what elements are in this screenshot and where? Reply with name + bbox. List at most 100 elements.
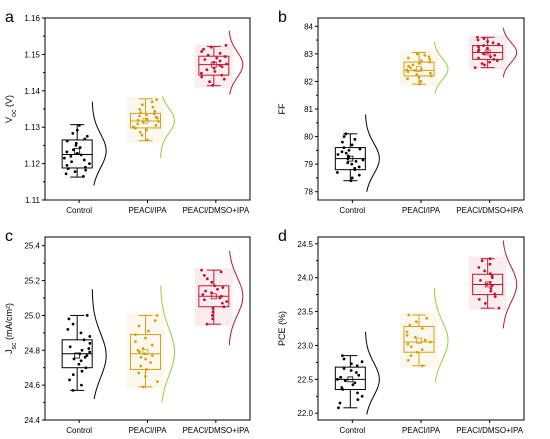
data-point — [423, 338, 427, 342]
data-point — [153, 319, 157, 323]
data-point — [134, 333, 137, 336]
data-point — [154, 123, 158, 127]
data-point — [339, 375, 343, 379]
x-tick-label: PEACl/IPA — [128, 206, 167, 215]
data-point — [428, 57, 432, 61]
data-point — [218, 51, 222, 55]
data-point — [68, 378, 71, 382]
data-point — [351, 383, 355, 387]
data-point — [407, 56, 410, 60]
data-point — [225, 300, 229, 303]
data-point — [137, 324, 141, 328]
data-point — [218, 59, 222, 63]
panel-letter: a — [5, 9, 14, 26]
data-point — [213, 70, 217, 73]
data-point — [341, 354, 344, 358]
data-point — [483, 63, 486, 67]
y-tick-label: 25.0 — [24, 311, 40, 320]
data-point — [411, 63, 415, 67]
data-point — [62, 156, 66, 160]
data-point — [413, 68, 417, 72]
data-point — [202, 273, 206, 277]
data-point — [136, 118, 140, 122]
data-point — [405, 68, 409, 72]
iqr-box — [198, 55, 230, 76]
data-point — [477, 56, 480, 60]
data-point — [337, 406, 340, 410]
y-tick-label: 24.6 — [24, 381, 40, 390]
data-point — [340, 150, 344, 154]
data-point — [493, 292, 497, 296]
data-point — [211, 310, 215, 314]
data-point — [358, 147, 362, 151]
data-point — [486, 46, 489, 50]
data-point — [80, 348, 84, 352]
panel-d: d 22.0 22.5 23.0 23.5 24.0 24.5 PCE (%) Control P… — [277, 228, 525, 435]
y-axis-label: Voc (V) — [4, 95, 18, 123]
data-point — [65, 139, 69, 143]
data-point — [144, 117, 148, 121]
x-tick-label: Control — [339, 206, 365, 215]
data-point — [483, 302, 487, 305]
mean-marker — [416, 337, 422, 344]
data-point — [343, 379, 347, 383]
data-point — [429, 74, 433, 78]
data-point — [200, 268, 203, 272]
data-point — [224, 43, 228, 47]
y-tick-label: 23.0 — [297, 341, 313, 350]
data-point — [141, 121, 145, 124]
data-point — [85, 314, 89, 317]
data-point — [414, 320, 418, 324]
data-point — [341, 140, 344, 144]
data-point — [69, 154, 73, 158]
data-point — [418, 82, 421, 86]
data-point — [88, 350, 92, 354]
data-point — [88, 334, 92, 338]
data-point — [79, 153, 83, 157]
x-tick-label: PEACl/IPA — [402, 426, 441, 435]
data-point — [485, 283, 489, 286]
data-point — [215, 56, 219, 60]
data-point — [473, 66, 477, 70]
data-point — [479, 278, 482, 282]
y-tick-label: 25.2 — [24, 277, 40, 286]
data-point — [150, 100, 154, 104]
data-point — [66, 167, 70, 171]
data-point — [88, 341, 92, 345]
data-point — [409, 66, 413, 70]
data-point — [83, 165, 87, 169]
data-point — [64, 172, 68, 176]
data-point — [497, 306, 501, 310]
data-point — [340, 386, 344, 389]
data-point — [218, 63, 222, 67]
box-2 — [194, 250, 244, 346]
data-point — [138, 130, 142, 134]
iqr-box — [403, 325, 435, 353]
box-0 — [334, 114, 380, 192]
data-point — [406, 342, 410, 346]
data-point — [78, 146, 82, 149]
data-point — [71, 373, 75, 377]
data-point — [201, 293, 205, 296]
data-point — [428, 60, 432, 64]
box-1 — [126, 96, 175, 159]
y-tick-label: 1.13 — [24, 123, 40, 132]
data-point — [136, 348, 140, 352]
data-point — [218, 296, 222, 300]
data-point — [354, 159, 358, 163]
data-point — [222, 305, 226, 309]
data-point — [83, 355, 87, 359]
data-point — [80, 369, 84, 373]
data-point — [423, 53, 427, 57]
data-point — [87, 347, 91, 350]
data-point — [223, 55, 227, 58]
data-point — [349, 369, 353, 372]
distribution-curve — [433, 287, 449, 383]
y-axis-label: Jsc (mA/cm²) — [4, 303, 18, 354]
data-point — [477, 45, 480, 49]
y-tick-label: 23.5 — [297, 308, 313, 317]
data-point — [489, 55, 492, 59]
data-point — [347, 148, 351, 152]
data-point — [157, 119, 160, 123]
data-point — [222, 77, 226, 81]
